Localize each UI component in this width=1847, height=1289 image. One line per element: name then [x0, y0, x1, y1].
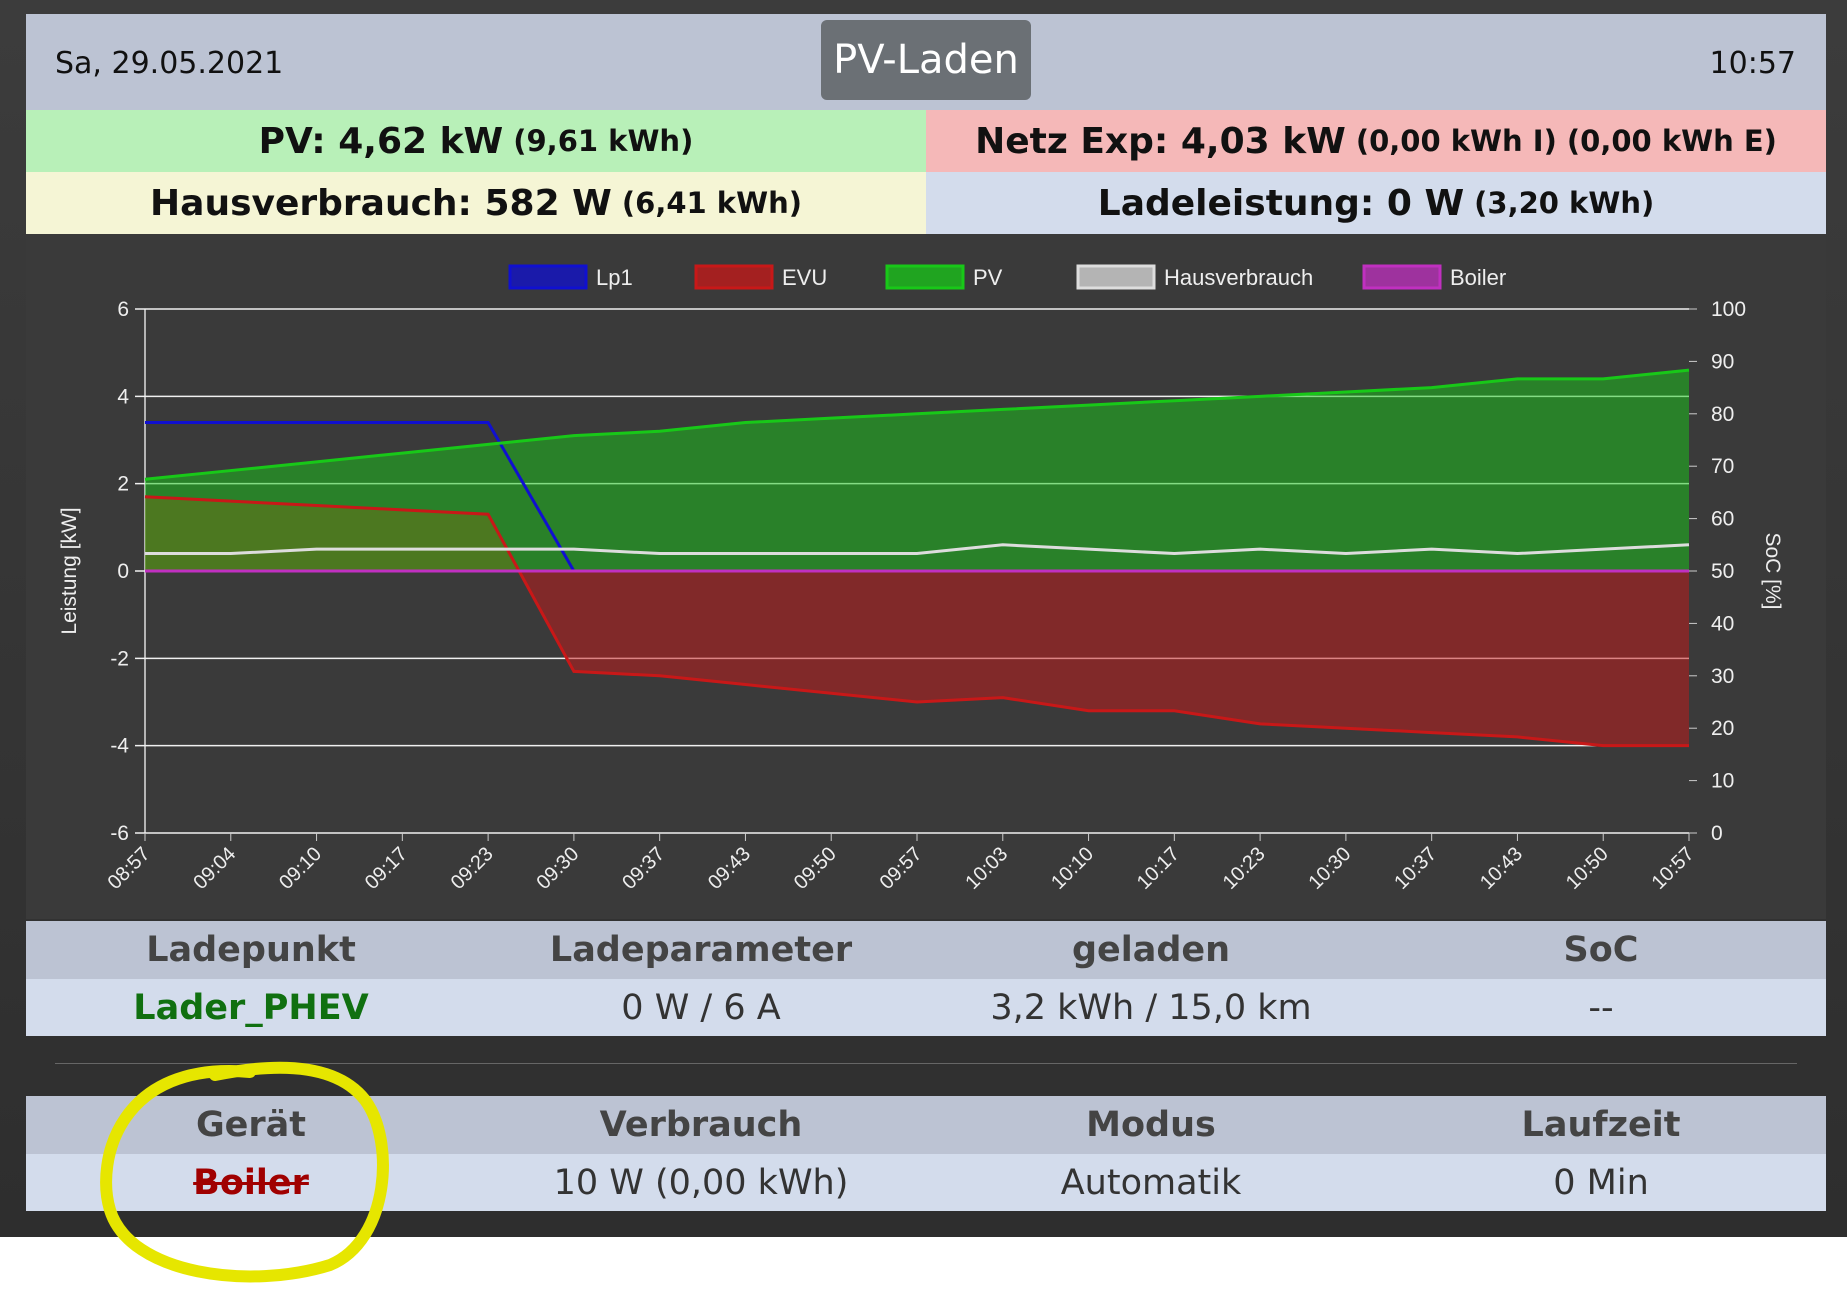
y2-tick-label: 30	[1711, 665, 1734, 688]
y2-tick-label: 0	[1711, 822, 1723, 845]
y-tick-label: 6	[117, 298, 129, 321]
y-tick-label: -4	[110, 735, 129, 758]
time: 10:57	[1709, 46, 1796, 81]
date: Sa, 29.05.2021	[55, 46, 284, 81]
legend-swatch	[1076, 264, 1156, 290]
device-table: Gerät Verbrauch Modus Laufzeit Boiler 10 W (…	[26, 1096, 1826, 1211]
col-header: geladen	[926, 921, 1376, 979]
charge-status: Ladeleistung: 0 W (3,20 kWh)	[926, 172, 1826, 234]
separator	[55, 1063, 1797, 1064]
y-tick-label: -2	[110, 647, 129, 670]
series-line	[145, 543, 1690, 556]
col-header: Modus	[926, 1096, 1376, 1154]
y2-axis-label: SoC [%]	[1761, 532, 1784, 609]
cell: 10 W (0,00 kWh)	[476, 1154, 926, 1211]
legend-label: PV	[973, 265, 1003, 290]
cell: 3,2 kWh / 15,0 km	[926, 979, 1376, 1036]
charge-table: Ladepunkt Ladeparameter geladen SoC Lader_P…	[26, 921, 1826, 1036]
y2-tick-label: 80	[1711, 403, 1734, 426]
app: Sa, 29.05.2021 10:57 PV-Laden PV: 4,62 k…	[0, 0, 1847, 1237]
legend-swatch	[1362, 264, 1442, 290]
y2-tick-label: 60	[1711, 508, 1734, 531]
y2-tick-label: 90	[1711, 350, 1734, 373]
y-tick-label: 2	[117, 473, 129, 496]
cell: 0 Min	[1376, 1154, 1826, 1211]
series-area	[145, 370, 1689, 571]
y2-tick-label: 50	[1711, 560, 1734, 583]
pv-status: PV: 4,62 kW (9,61 kWh)	[26, 110, 926, 172]
col-header: Gerät	[26, 1096, 476, 1154]
y-tick-label: 0	[117, 560, 129, 583]
legend-label: Lp1	[596, 265, 633, 290]
y-tick-label: -6	[110, 822, 129, 845]
pv-main: PV: 4,62 kW	[258, 120, 504, 162]
y-axis-label: Leistung [kW]	[58, 507, 81, 634]
y2-tick-label: 20	[1711, 717, 1734, 740]
series-line	[144, 368, 1690, 481]
y2-tick-label: 70	[1711, 455, 1734, 478]
cell: Automatik	[926, 1154, 1376, 1211]
pv-detail: (9,61 kWh)	[513, 124, 694, 158]
device-name[interactable]: Boiler	[26, 1154, 476, 1211]
charge-point[interactable]: Lader_PHEV	[26, 979, 476, 1036]
charge-main: Ladeleistung: 0 W	[1097, 182, 1465, 224]
cell: 0 W / 6 A	[476, 979, 926, 1036]
col-header: Verbrauch	[476, 1096, 926, 1154]
col-header: Ladepunkt	[26, 921, 476, 979]
series-line	[144, 495, 1689, 748]
cell: --	[1376, 979, 1826, 1036]
y2-tick-label: 40	[1711, 612, 1734, 635]
col-header: Laufzeit	[1376, 1096, 1826, 1154]
legend-swatch	[885, 264, 965, 290]
col-header: SoC	[1376, 921, 1826, 979]
charge-detail: (3,20 kWh)	[1474, 186, 1655, 220]
legend-swatch	[508, 264, 588, 290]
legend-label: Hausverbrauch	[1164, 265, 1313, 290]
house-main: Hausverbrauch: 582 W	[150, 182, 612, 224]
house-detail: (6,41 kWh)	[621, 186, 802, 220]
grid-status: Netz Exp: 4,03 kW (0,00 kWh I) (0,00 kWh …	[926, 110, 1826, 172]
legend-swatch	[694, 264, 774, 290]
chart: -6-4-202460102030405060708090100Leistung…	[26, 234, 1826, 919]
legend-label: EVU	[782, 265, 827, 290]
grid-main: Netz Exp: 4,03 kW	[975, 120, 1346, 162]
legend-label: Boiler	[1450, 265, 1506, 290]
mode-button[interactable]: PV-Laden	[821, 20, 1031, 100]
y2-tick-label: 100	[1711, 298, 1746, 321]
house-status: Hausverbrauch: 582 W (6,41 kWh)	[26, 172, 926, 234]
y2-tick-label: 10	[1711, 770, 1734, 793]
grid-detail: (0,00 kWh I) (0,00 kWh E)	[1355, 124, 1777, 158]
y-tick-label: 4	[117, 385, 129, 408]
col-header: Ladeparameter	[476, 921, 926, 979]
series-area	[145, 496, 1689, 746]
